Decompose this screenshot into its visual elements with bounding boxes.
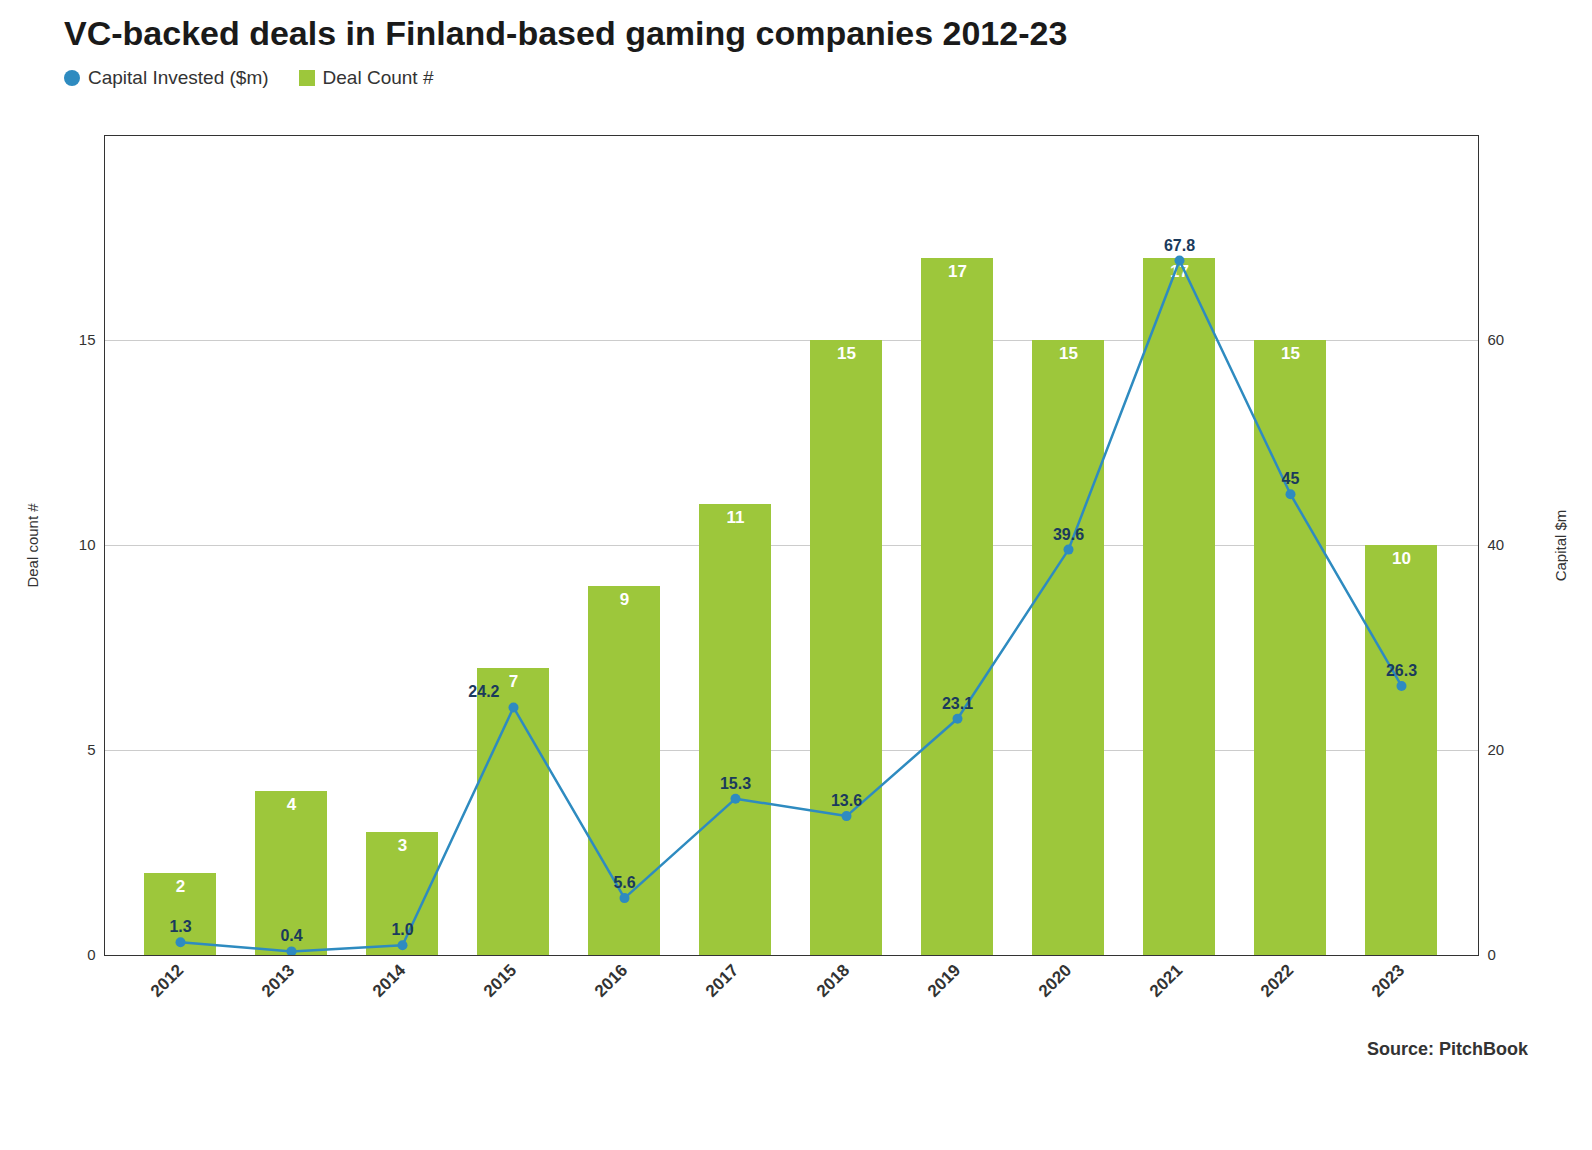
svg-text:9: 9	[620, 590, 629, 609]
svg-text:5.6: 5.6	[613, 874, 635, 891]
svg-text:20: 20	[1488, 741, 1505, 758]
svg-text:1.0: 1.0	[391, 921, 413, 938]
svg-text:2018: 2018	[813, 961, 853, 1001]
svg-text:2016: 2016	[591, 961, 631, 1001]
svg-text:4: 4	[287, 795, 297, 814]
svg-text:23.1: 23.1	[942, 695, 973, 712]
svg-text:15: 15	[1059, 344, 1078, 363]
svg-text:2017: 2017	[702, 961, 742, 1001]
svg-text:10: 10	[1392, 549, 1411, 568]
svg-text:17: 17	[948, 262, 967, 281]
svg-text:13.6: 13.6	[831, 792, 862, 809]
svg-text:0.4: 0.4	[280, 927, 302, 944]
svg-text:7: 7	[509, 672, 518, 691]
svg-text:0: 0	[87, 946, 95, 963]
svg-text:2: 2	[176, 877, 185, 896]
html-text:Deal Count #: Deal Count #	[322, 67, 434, 88]
svg-text:45: 45	[1282, 470, 1300, 487]
svg-text:40: 40	[1488, 536, 1505, 553]
svg-text:15: 15	[1281, 344, 1300, 363]
svg-text:2015: 2015	[480, 961, 520, 1001]
svg-text:15: 15	[837, 344, 856, 363]
svg-text:60: 60	[1488, 331, 1505, 348]
svg-text:15.3: 15.3	[720, 775, 751, 792]
svg-text:2019: 2019	[924, 961, 964, 1001]
svg-text:2023: 2023	[1368, 961, 1408, 1001]
svg-text:2022: 2022	[1257, 961, 1297, 1001]
svg-text:2021: 2021	[1146, 961, 1186, 1001]
svg-text:0: 0	[1488, 946, 1496, 963]
svg-text:17: 17	[1170, 261, 1189, 281]
html-text:Source: PitchBook: Source: PitchBook	[1367, 1039, 1528, 1059]
svg-text:67.8: 67.8	[1164, 237, 1195, 254]
svg-text:11: 11	[727, 508, 745, 527]
svg-text:5: 5	[87, 741, 95, 758]
svg-text:Deal count #: Deal count #	[24, 503, 41, 588]
html-text:VC-backed deals in Finland-bas: VC-backed deals in Finland-based gaming …	[64, 14, 1068, 52]
svg-text:2014: 2014	[369, 960, 410, 1001]
svg-text:24.2: 24.2	[468, 683, 499, 700]
html-text:Capital Invested ($m): Capital Invested ($m)	[88, 67, 269, 88]
svg-text:Capital $m: Capital $m	[1552, 510, 1569, 582]
svg-text:2013: 2013	[258, 961, 298, 1001]
svg-text:15: 15	[79, 331, 96, 348]
svg-text:2012: 2012	[147, 961, 187, 1001]
svg-text:39.6: 39.6	[1053, 526, 1084, 543]
svg-text:26.3: 26.3	[1386, 662, 1417, 679]
svg-text:10: 10	[79, 536, 96, 553]
svg-text:3: 3	[398, 836, 407, 855]
svg-text:1.3: 1.3	[169, 918, 191, 935]
svg-text:2020: 2020	[1035, 961, 1075, 1001]
